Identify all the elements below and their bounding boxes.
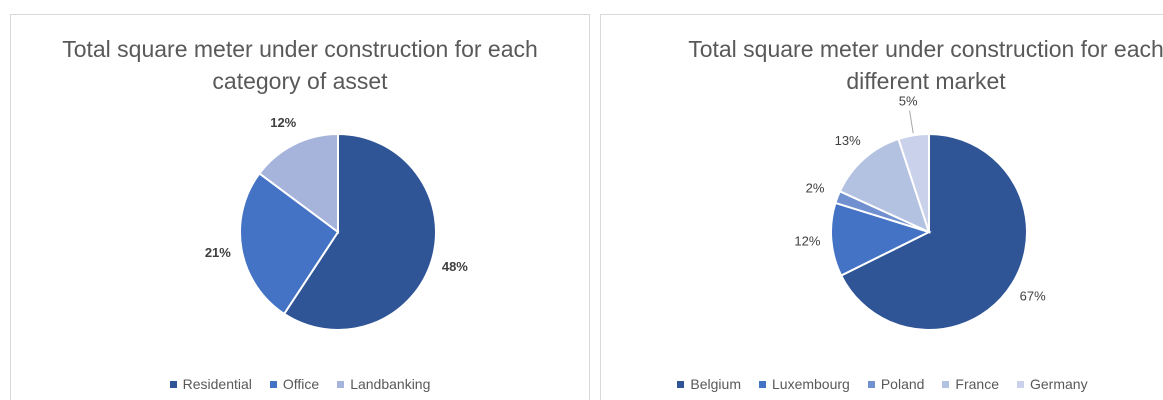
data-label-luxembourg: 12% [794,234,820,249]
data-label-residential: 48% [442,259,468,274]
legend-swatch [169,380,177,388]
legend-swatch [759,380,766,388]
chart-title: Total square meter under construction fo… [636,33,1163,97]
pie-chart-market: 67% 12% 2% 13% 5% [794,94,1046,331]
legend-swatch [867,380,875,388]
chart-title: Total square meter under construction fo… [11,33,589,97]
legend-label: Poland [880,376,925,392]
legend-label: Germany [1030,376,1088,392]
legend-swatch [677,380,685,388]
data-label-landbanking: 12% [270,115,296,130]
legend-label: Belgium [690,376,741,392]
legend-label: France [955,376,999,392]
legend-item-luxembourg: Luxembourg [759,376,850,392]
legend-item-residential: Residential [169,376,252,392]
leader-line-germany [909,110,914,134]
data-label-belgium: 67% [1020,288,1046,303]
pie-slice-germany [897,132,930,233]
pie-chart-asset-category: 48% 21% 12% [205,115,468,331]
chart-legend: Residential Office Landbanking [11,376,589,392]
legend-label: Luxembourg [772,376,850,392]
legend-item-germany: Germany [1017,376,1088,392]
pie-slice-landbanking [257,132,339,234]
data-label-france: 13% [835,133,861,148]
chart-panel-market: Total square meter under construction fo… [600,14,1163,400]
legend-item-poland: Poland [867,376,925,392]
data-label-office: 21% [205,245,231,260]
pie-slice-luxembourg [830,201,932,277]
legend-item-landbanking: Landbanking [337,376,430,392]
legend-swatch [1017,380,1024,388]
legend-label: Office [282,376,320,392]
legend-label: Landbanking [350,376,431,392]
chart-title-line-1: Total square meter under construction fo… [688,36,1163,62]
legend-swatch [337,380,345,388]
legend-swatch [269,380,277,388]
data-label-germany: 5% [899,94,918,109]
legend-item-office: Office [269,376,320,392]
data-label-poland: 2% [806,180,825,195]
pie-slice-france [838,137,931,234]
chart-title-line-2: different market [846,68,1006,94]
legend-label: Residential [182,376,252,392]
legend-swatch [942,380,950,388]
chart-panel-asset-category: Total square meter under construction fo… [10,14,590,400]
pie-slice-office [239,172,340,316]
chart-title-line-2: category of asset [212,68,388,94]
chart-legend: Belgium Luxembourg Poland France Germany [601,376,1163,392]
legend-item-france: France [942,376,999,392]
pie-slice-residential [282,132,437,331]
pie-slice-belgium [839,132,1028,331]
legend-item-belgium: Belgium [677,376,741,392]
chart-title-line-1: Total square meter under construction fo… [62,36,538,62]
